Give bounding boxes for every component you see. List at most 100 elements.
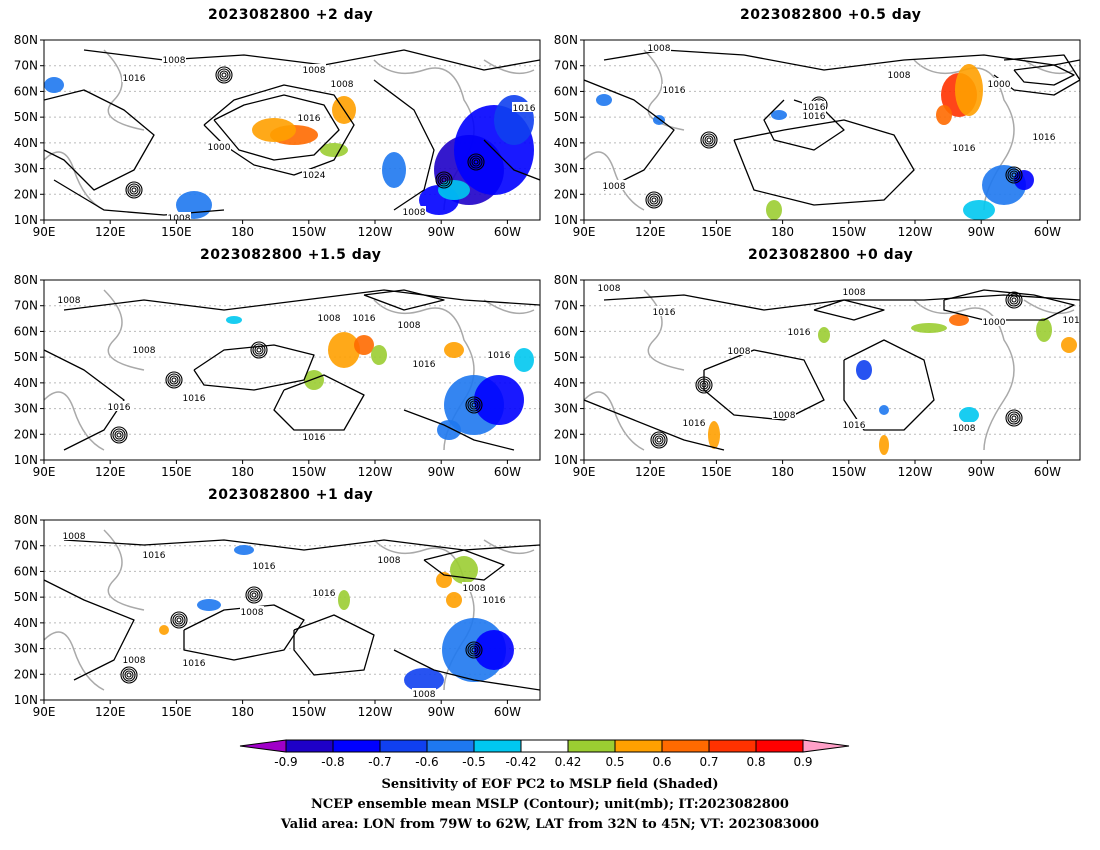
lon-tick-label: 180 [231, 705, 254, 719]
contour-label-bg [1032, 131, 1056, 141]
contour-label-bg [57, 294, 81, 304]
sensitivity-shade [444, 342, 464, 358]
colorbar-level-label: 0.5 [605, 755, 624, 769]
mslp-contour [213, 94, 340, 161]
colorbar-bin [661, 739, 710, 753]
low-pressure-ring [695, 376, 713, 394]
lon-tick-label: 150E [161, 225, 192, 239]
contour-label: 1016 [108, 403, 131, 413]
contour-label-bg [302, 431, 326, 441]
map-panel-day1-5: 1008 1008 1016 1008 1016 1008 1016 1016 1016 1016… [14, 273, 541, 479]
low-pressure-ring [471, 157, 481, 167]
contour-label-bg [1062, 314, 1080, 324]
mslp-contour [44, 579, 135, 681]
low-pressure-ring [652, 433, 666, 447]
lon-tick-label: 120W [358, 465, 393, 479]
lat-tick-label: 40N [554, 376, 578, 390]
colorbar-level-label: -0.8 [321, 755, 344, 769]
coastline [584, 49, 1075, 211]
colorbar-level-label: 0.7 [699, 755, 718, 769]
contour-label: 1024 [303, 171, 326, 181]
caption-line-3: Valid area: LON from 79W to 62W, LAT fro… [280, 817, 820, 832]
low-pressure-ring [469, 645, 479, 655]
low-pressure-ring [1011, 172, 1017, 178]
contour-label-bg [297, 112, 321, 122]
colorbar-level-label: 0.6 [652, 755, 671, 769]
low-pressure-ring [176, 617, 182, 623]
low-pressure-ring [437, 173, 451, 187]
colorbar-bin [614, 739, 663, 753]
colorbar-bin [755, 739, 804, 753]
low-pressure-ring [645, 191, 663, 209]
sensitivity-shade [197, 599, 221, 611]
contour-label-bg [107, 401, 131, 411]
lat-tick-label: 40N [14, 376, 38, 390]
sensitivity-shade [1061, 337, 1077, 353]
low-pressure-ring [172, 613, 186, 627]
mslp-contour [273, 374, 365, 431]
lat-tick-label: 10N [14, 693, 38, 707]
low-pressure-ring [247, 588, 261, 602]
sensitivity-shade [382, 152, 406, 188]
lat-tick-label: 10N [14, 213, 38, 227]
lon-tick-label: 90E [573, 465, 596, 479]
contour-label: 1016 [683, 419, 706, 429]
contour-label-bg [982, 316, 1006, 326]
sensitivity-shade [328, 332, 360, 368]
mslp-contour [293, 614, 375, 676]
map-frame [583, 39, 1081, 221]
contour-label-bg [207, 141, 231, 151]
sensitivity-shade [949, 314, 969, 326]
lat-tick-label: 80N [14, 513, 38, 527]
sensitivity-shade [818, 327, 830, 343]
low-pressure-ring [471, 402, 477, 408]
contour-label-bg [842, 419, 866, 429]
contour-label: 1016 [143, 551, 166, 561]
colorbar-bin [379, 739, 428, 753]
lat-tick-label: 30N [14, 642, 38, 656]
lon-tick-label: 90W [428, 465, 455, 479]
contour-label: 1008 [953, 424, 976, 434]
low-pressure-ring [251, 592, 257, 598]
contour-label: 1016 [653, 308, 676, 318]
lat-tick-label: 30N [554, 402, 578, 416]
sensitivity-shade [955, 64, 983, 116]
contour-label-bg [162, 54, 186, 64]
sensitivity-shade [766, 200, 782, 220]
contour-label-bg [802, 101, 826, 111]
sensitivity-shade [474, 630, 514, 670]
contour-label-bg [132, 344, 156, 354]
contour-label-bg [987, 78, 1011, 88]
contour-label-bg [142, 549, 166, 559]
contour-label-bg [772, 409, 796, 419]
low-pressure-ring [165, 371, 183, 389]
map-panel-day1: 1008 1016 1016 1008 1016 1008 1008 1016 1008 1016… [14, 513, 541, 719]
mslp-contour [203, 84, 355, 176]
lat-tick-label: 70N [554, 299, 578, 313]
contour-label-bg [122, 654, 146, 664]
low-pressure-ring [706, 137, 712, 143]
panel-title-day2: 2023082800 +2 day [208, 7, 374, 23]
colorbar-level-label: -0.9 [274, 755, 297, 769]
sensitivity-shade [371, 345, 387, 365]
low-pressure-ring [124, 670, 134, 680]
contour-label: 1008 [163, 56, 186, 66]
contour-label: 1008 [378, 556, 401, 566]
contour-label-bg [182, 392, 206, 402]
low-pressure-ring [217, 68, 231, 82]
contour-label: 1008 [463, 584, 486, 594]
mslp-contour [373, 79, 435, 211]
lat-tick-label: 60N [14, 564, 38, 578]
lon-tick-label: 150W [291, 705, 326, 719]
contour-label: 1008 [598, 284, 621, 294]
contour-label: 1016 [788, 328, 811, 338]
lon-tick-label: 180 [231, 225, 254, 239]
contour-label: 1016 [183, 659, 206, 669]
sensitivity-shade [404, 668, 444, 692]
contour-label: 1008 [413, 690, 436, 700]
colorbar-bin [426, 739, 475, 753]
sensitivity-shade [450, 556, 478, 584]
colorbar-high-arrow [802, 739, 850, 753]
lon-tick-label: 90W [968, 225, 995, 239]
mslp-contour [363, 289, 445, 311]
